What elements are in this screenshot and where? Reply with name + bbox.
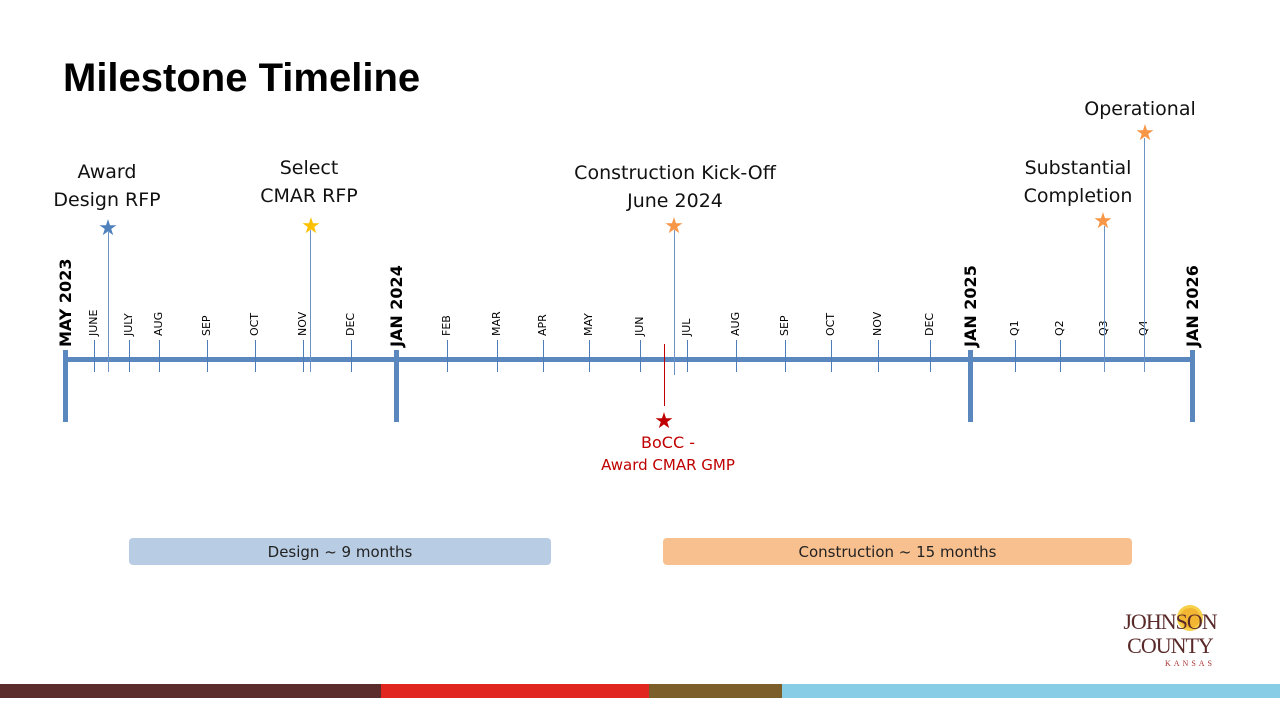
month-label: OCT [248,312,261,336]
johnson-county-logo: JOHNSON COUNTY KANSAS [1110,608,1230,669]
phase-design-bar: Design ~ 9 months [129,538,551,565]
bocc-stem [664,344,665,406]
milestone-stem [310,230,311,372]
milestone-select-cmar: Select CMAR RFP [260,154,358,210]
minor-tick [736,340,737,372]
year-label: JAN 2026 [1183,265,1202,347]
minor-tick [129,340,130,372]
milestone-label: Substantial [1024,157,1132,179]
milestone-label: Award [77,161,137,183]
minor-tick [640,340,641,372]
milestone-construction-kickoff: Construction Kick-Off June 2024 [574,159,776,215]
minor-tick [303,340,304,372]
month-label: DEC [923,312,936,336]
footer-stripe [782,684,1280,698]
milestone-bocc: BoCC - Award CMAR GMP [601,432,735,476]
major-tick [1190,350,1195,422]
milestone-award-design: Award Design RFP [53,158,160,214]
timeline-axis [63,357,1193,362]
minor-tick [878,340,879,372]
milestone-stem [1144,138,1145,372]
milestone-label: Construction Kick-Off [574,162,776,184]
minor-tick [785,340,786,372]
month-label: AUG [152,311,165,336]
month-label: AUG [729,311,742,336]
year-label: JAN 2024 [387,265,406,347]
page-title: Milestone Timeline [63,56,421,100]
month-label: FEB [440,315,453,336]
minor-tick [543,340,544,372]
month-label: NOV [871,311,884,336]
month-label: SEP [200,315,213,336]
year-label: JAN 2025 [961,265,980,347]
footer-stripe [381,684,649,698]
sunflower-icon [1180,608,1200,628]
minor-tick [94,340,95,372]
month-label: OCT [824,312,837,336]
milestone-label: CMAR RFP [260,185,358,207]
year-label: MAY 2023 [56,258,75,347]
milestone-label: BoCC - [641,433,695,452]
month-label: MAY [582,313,595,336]
minor-tick [831,340,832,372]
minor-tick [159,340,160,372]
minor-tick [930,340,931,372]
month-label: APR [536,314,549,336]
milestone-label: Award CMAR GMP [601,456,735,474]
star-icon: ★ [98,216,118,241]
star-icon: ★ [654,409,674,434]
milestone-label: June 2024 [627,190,723,212]
minor-tick [255,340,256,372]
month-label: JULY [122,313,135,336]
month-label: NOV [296,311,309,336]
month-label: Q1 [1008,320,1021,336]
major-tick [394,350,399,422]
star-icon: ★ [1135,121,1155,146]
minor-tick [1015,340,1016,372]
minor-tick [687,340,688,372]
minor-tick [1060,340,1061,372]
star-icon: ★ [1093,209,1113,234]
milestone-operational: Operational [1084,95,1195,123]
milestone-label: Completion [1023,185,1133,207]
milestone-label: Design RFP [53,189,161,211]
logo-text: KANSAS [1164,659,1215,668]
logo-text: JOHNSON [1123,609,1217,634]
month-label: DEC [344,312,357,336]
milestone-stem [1104,226,1105,372]
phase-construction-bar: Construction ~ 15 months [663,538,1132,565]
major-tick [968,350,973,422]
month-label: JUNE [87,309,100,336]
minor-tick [447,340,448,372]
minor-tick [589,340,590,372]
minor-tick [351,340,352,372]
logo-text: COUNTY [1127,633,1214,658]
minor-tick [207,340,208,372]
milestone-stem [108,232,109,372]
month-label: Q2 [1053,320,1066,336]
footer-stripe [0,684,381,698]
milestone-substantial-completion: Substantial Completion [1024,154,1133,210]
minor-tick [497,340,498,372]
month-label: SEP [778,315,791,336]
month-label: MAR [490,311,503,336]
milestone-label: Operational [1084,98,1196,120]
milestone-label: Select [279,157,339,179]
star-icon: ★ [301,214,321,239]
month-label: JUN [633,316,646,336]
month-label: JUL [680,318,693,336]
star-icon: ★ [664,214,684,239]
footer-stripe [649,684,782,698]
major-tick [63,350,68,422]
milestone-stem [674,230,675,375]
